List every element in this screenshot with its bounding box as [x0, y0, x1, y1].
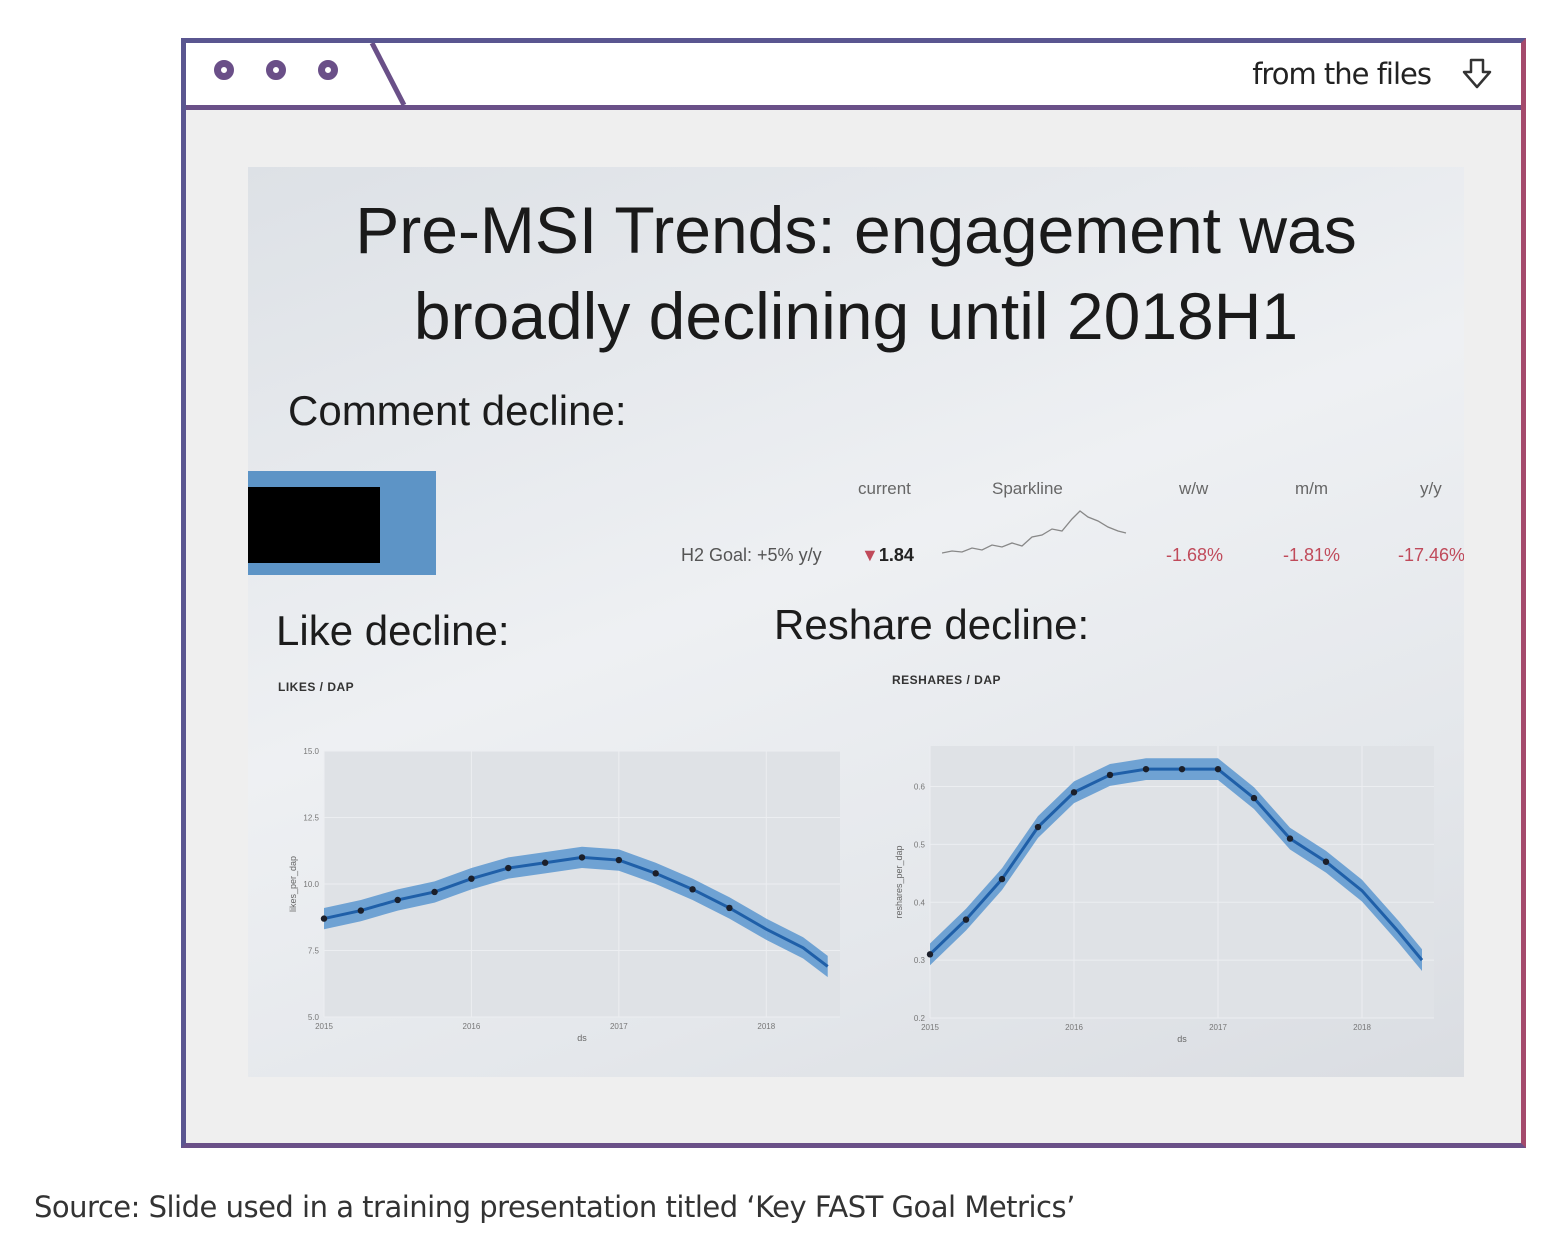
y-tick-label: 0.6 [914, 783, 926, 792]
browser-frame: from the files Pre-MSI Trends: engagemen… [181, 38, 1526, 1148]
x-axis-label: ds [1177, 1034, 1187, 1044]
metric-header-sparkline: Sparkline [992, 479, 1063, 498]
data-point [1286, 835, 1294, 842]
x-tick-label: 2018 [757, 1022, 775, 1031]
reshares-chart-title: RESHARES / DAP [892, 673, 1002, 687]
data-point [431, 888, 438, 896]
slide-title-line-1: Pre-MSI Trends: engagement was [355, 193, 1357, 267]
y-tick-label: 0.3 [914, 956, 926, 965]
window-control-dot-icon[interactable] [266, 60, 286, 80]
x-axis-label: ds [577, 1033, 587, 1043]
x-tick-label: 2015 [921, 1023, 939, 1032]
reshare-decline-heading: Reshare decline: [774, 601, 1090, 648]
data-point [726, 904, 733, 912]
data-point [652, 870, 659, 877]
data-point [689, 886, 696, 893]
redaction-box [248, 487, 380, 563]
window-control-dot-icon[interactable] [318, 60, 338, 80]
files-label: from the files [1252, 57, 1432, 91]
y-tick-label: 12.5 [303, 814, 319, 823]
title-bar: from the files [186, 43, 1521, 110]
y-axis-label: reshares_per_dap [894, 845, 904, 918]
x-tick-label: 2018 [1353, 1023, 1371, 1032]
y-tick-label: 10.0 [303, 880, 319, 889]
data-point [320, 915, 328, 922]
yy-value: -17.46% [1398, 545, 1464, 565]
reshares-chart: 0.2 0.3 0.4 0.5 0.6 2015 2016 2017 2018 ds reshare… [894, 746, 1434, 1044]
download-arrow-icon[interactable] [1461, 57, 1493, 91]
data-point [962, 916, 970, 923]
data-point [357, 907, 365, 914]
y-axis-label: likes_per_dap [288, 856, 298, 912]
x-tick-label: 2015 [315, 1022, 333, 1031]
forecast-band [324, 846, 828, 978]
comment-decline-heading: Comment decline: [288, 387, 627, 434]
data-point [1214, 765, 1222, 773]
data-point [1178, 765, 1186, 773]
data-point [1250, 794, 1258, 802]
ww-value: -1.68% [1166, 545, 1224, 565]
x-tick-label: 2017 [1209, 1023, 1227, 1032]
data-point [1142, 765, 1150, 773]
metric-header-mm: m/m [1295, 479, 1329, 498]
goal-label: H2 Goal: +5% y/y [681, 545, 822, 565]
x-tick-label: 2017 [610, 1022, 628, 1031]
down-arrow-icon: ▼ [861, 545, 879, 565]
slide-title-line-2: broadly declining until 2018H1 [413, 279, 1299, 353]
slide-title: Pre-MSI Trends: engagement was broadly d… [248, 187, 1464, 359]
metric-header-yy: y/y [1420, 479, 1442, 498]
data-point [541, 859, 549, 866]
y-tick-label: 0.2 [914, 1014, 926, 1023]
likes-chart: 5.0 7.5 10.0 12.5 15.0 2015 2016 2017 2018 ds like… [288, 747, 840, 1043]
y-tick-label: 0.5 [914, 840, 926, 849]
metric-header-current: current [858, 479, 911, 498]
like-decline-heading: Like decline: [276, 607, 510, 654]
window-control-dot-icon[interactable] [214, 60, 234, 80]
likes-chart-title: LIKES / DAP [278, 680, 355, 694]
metric-header-ww: w/w [1179, 479, 1209, 498]
data-point [394, 896, 401, 904]
y-tick-label: 0.4 [914, 898, 926, 907]
data-point [615, 856, 623, 864]
data-point [926, 951, 934, 958]
source-caption: Source: Slide used in a training present… [34, 1190, 1075, 1224]
x-tick-label: 2016 [1065, 1023, 1083, 1032]
data-point [1034, 823, 1042, 831]
current-value: ▼1.84 [861, 545, 914, 566]
sparkline-icon [942, 510, 1127, 554]
mm-value: -1.81% [1283, 545, 1341, 565]
slide-image: Pre-MSI Trends: engagement was broadly d… [248, 167, 1464, 1077]
x-tick-label: 2016 [463, 1022, 481, 1031]
data-point [578, 854, 586, 861]
data-point [468, 875, 475, 882]
tab-edge [369, 43, 407, 105]
data-point [1322, 858, 1330, 865]
y-tick-label: 5.0 [308, 1013, 320, 1022]
current-number: 1.84 [878, 545, 914, 565]
data-point [505, 864, 512, 872]
data-point [998, 875, 1006, 883]
y-tick-label: 7.5 [308, 947, 320, 956]
data-point [1070, 789, 1078, 796]
y-tick-label: 15.0 [303, 747, 319, 756]
data-point [1106, 771, 1114, 779]
